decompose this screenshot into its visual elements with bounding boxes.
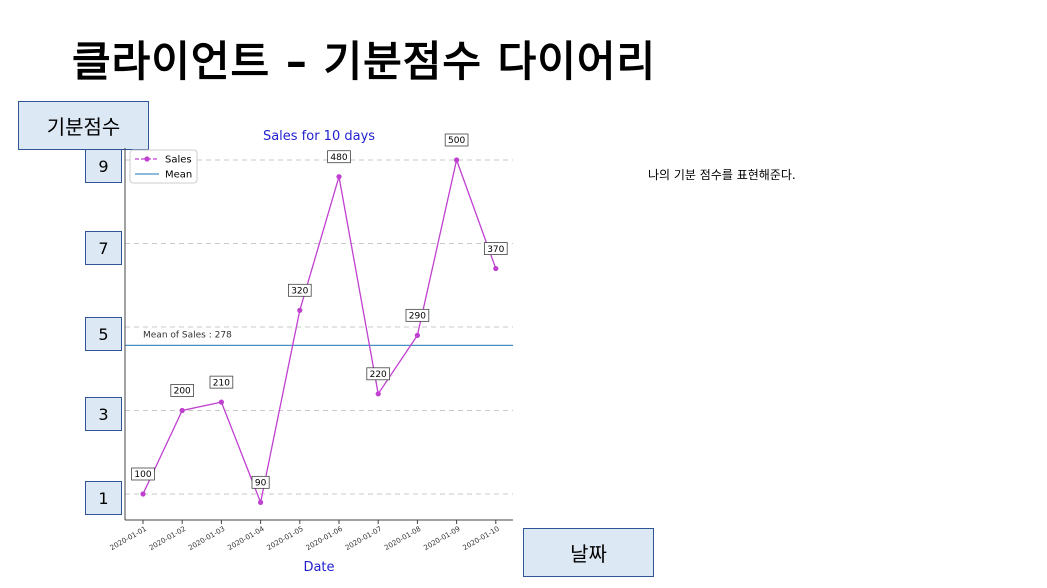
score-box-7: 7 — [85, 231, 122, 265]
data-label: 200 — [174, 387, 191, 397]
x-tick-layer: 2020-01-01 2020-01-02 2020-01-03 2020-01-04… — [109, 520, 501, 552]
data-label: 220 — [370, 370, 387, 380]
x-tick-label: 2020-01-04 — [226, 525, 266, 553]
data-label: 210 — [213, 378, 230, 388]
data-label: 370 — [487, 245, 504, 255]
data-label-box — [444, 133, 469, 147]
data-point — [258, 499, 264, 505]
data-point — [297, 307, 303, 313]
data-label: 100 — [134, 470, 151, 480]
data-point — [179, 407, 185, 414]
grid-layer — [125, 159, 513, 495]
axes-layer — [124, 148, 513, 521]
legend-sales-marker — [144, 156, 150, 162]
mean-label: Mean of Sales : 278 — [143, 330, 232, 340]
slide-title: 클라이언트 – 기분점수 다이어리 — [72, 37, 657, 86]
data-point — [414, 332, 420, 338]
description-note: 나의 기분 점수를 표현해준다. — [648, 168, 796, 182]
score-box-9: 9 — [85, 149, 122, 183]
x-tick-label: 2020-01-10 — [462, 525, 501, 552]
data-label: 320 — [291, 287, 308, 297]
x-tick-label: 2020-01-02 — [148, 525, 187, 552]
data-point — [336, 174, 342, 180]
x-tick-label: 2020-01-09 — [422, 525, 461, 552]
x-tick-label: 2020-01-03 — [187, 525, 226, 552]
data-point — [454, 157, 460, 163]
sales-line — [142, 157, 497, 505]
data-label: 480 — [330, 153, 347, 163]
data-label-box — [483, 242, 508, 255]
data-label-box — [327, 150, 351, 164]
x-tick-label: 2020-01-07 — [344, 525, 383, 552]
y-axis-label-box: 기분점수 — [18, 101, 149, 150]
data-label-box — [170, 384, 195, 397]
mean-layer: Mean of Sales : 278 — [125, 330, 513, 347]
data-point — [140, 491, 146, 497]
data-label-box — [251, 475, 270, 489]
data-label-box — [287, 283, 312, 297]
data-point — [375, 391, 381, 397]
score-box-1: 1 — [85, 481, 122, 515]
legend-mean-label: Mean — [165, 170, 192, 181]
x-axis-label-box: 날짜 — [523, 528, 654, 577]
score-box-3: 3 — [85, 397, 122, 431]
data-point — [218, 399, 224, 405]
data-label-box — [405, 308, 430, 322]
data-label-box — [131, 467, 155, 481]
series-layer: 100 200 210 90 320 480 220 290 500 370 — [131, 133, 508, 505]
x-tick-label: 2020-01-05 — [266, 525, 305, 552]
data-label: 500 — [448, 136, 465, 146]
chart-legend: Sales Mean — [129, 149, 198, 184]
x-tick-label: 2020-01-01 — [109, 525, 148, 552]
score-box-5: 5 — [85, 317, 122, 351]
data-label: 90 — [255, 479, 267, 489]
data-point — [493, 265, 499, 272]
chart-title: Sales for 10 days — [263, 129, 375, 144]
data-label: 290 — [409, 312, 426, 322]
data-label-box — [209, 375, 234, 389]
legend-sales-label: Sales — [165, 155, 192, 166]
x-axis-title: Date — [303, 560, 334, 575]
data-label-box — [366, 367, 390, 381]
x-tick-label: 2020-01-06 — [305, 525, 345, 553]
x-tick-label: 2020-01-08 — [383, 525, 422, 552]
